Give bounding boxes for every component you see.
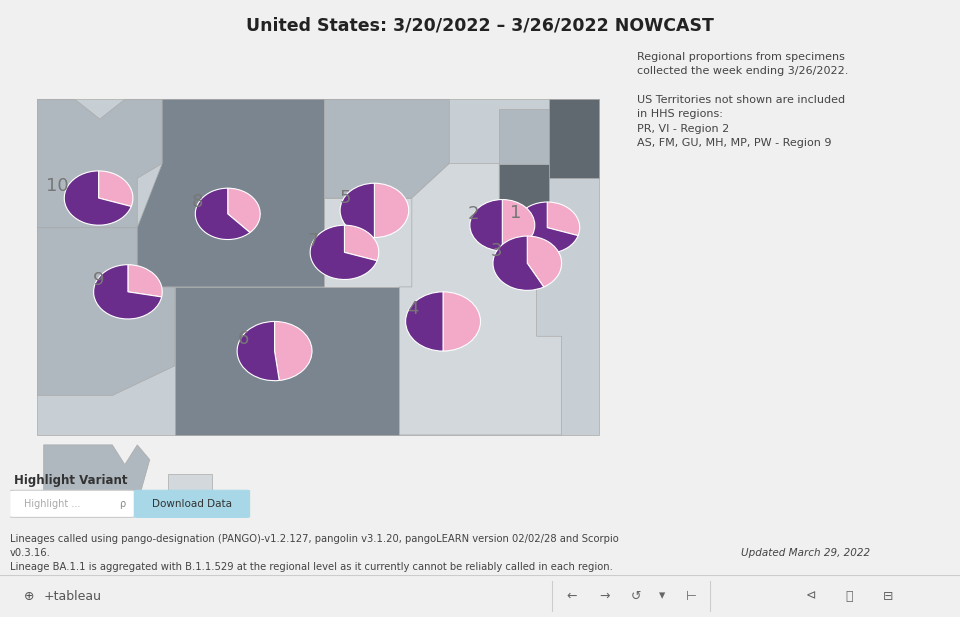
- Text: Updated March 29, 2022: Updated March 29, 2022: [741, 548, 871, 558]
- FancyBboxPatch shape: [134, 491, 250, 518]
- Text: 2: 2: [468, 205, 479, 223]
- Text: Highlight ...: Highlight ...: [24, 499, 81, 509]
- Wedge shape: [310, 225, 377, 280]
- Polygon shape: [175, 287, 399, 435]
- Text: Highlight Variant: Highlight Variant: [14, 474, 128, 487]
- Polygon shape: [44, 445, 150, 504]
- Text: ↺: ↺: [632, 589, 641, 603]
- Text: 6: 6: [238, 329, 250, 348]
- Wedge shape: [527, 236, 562, 287]
- Text: ρ: ρ: [119, 499, 126, 509]
- Wedge shape: [195, 188, 250, 239]
- Polygon shape: [324, 198, 412, 287]
- Text: 9: 9: [93, 270, 105, 289]
- Polygon shape: [37, 99, 599, 435]
- Wedge shape: [502, 199, 535, 251]
- Text: 1: 1: [511, 204, 521, 222]
- Text: ⊢: ⊢: [685, 589, 697, 603]
- Text: 4: 4: [407, 300, 419, 318]
- Wedge shape: [374, 183, 409, 238]
- Text: →: →: [600, 589, 610, 603]
- Text: Regional proportions from specimens
collected the week ending 3/26/2022.

US Ter: Regional proportions from specimens coll…: [637, 52, 849, 148]
- Text: +tableau: +tableau: [43, 589, 101, 603]
- Polygon shape: [499, 109, 549, 164]
- Polygon shape: [324, 99, 449, 198]
- Wedge shape: [340, 183, 374, 238]
- Polygon shape: [37, 228, 175, 395]
- Wedge shape: [99, 171, 132, 207]
- Polygon shape: [499, 164, 549, 247]
- Text: Lineages called using pango-designation (PANGO)-v1.2.127, pangolin v3.1.20, pang: Lineages called using pango-designation …: [10, 534, 618, 571]
- Wedge shape: [345, 225, 379, 261]
- FancyBboxPatch shape: [10, 491, 134, 518]
- Polygon shape: [399, 164, 562, 435]
- Text: 3: 3: [491, 242, 502, 260]
- Text: ᗑ: ᗑ: [846, 589, 853, 603]
- Text: United States: 3/20/2022 – 3/26/2022 NOWCAST: United States: 3/20/2022 – 3/26/2022 NOW…: [246, 16, 714, 35]
- Text: 10: 10: [46, 176, 69, 195]
- Wedge shape: [237, 321, 279, 381]
- Text: ⊕: ⊕: [24, 589, 35, 603]
- Text: ⊲: ⊲: [806, 589, 816, 603]
- Wedge shape: [275, 321, 312, 381]
- Wedge shape: [94, 265, 161, 319]
- Wedge shape: [405, 292, 443, 351]
- Wedge shape: [547, 202, 580, 236]
- Text: ←: ←: [566, 589, 576, 603]
- Wedge shape: [515, 202, 578, 254]
- Polygon shape: [549, 99, 599, 178]
- Wedge shape: [128, 265, 162, 297]
- Text: 7: 7: [308, 233, 320, 251]
- Wedge shape: [443, 292, 481, 351]
- Wedge shape: [493, 236, 543, 291]
- Text: Download Data: Download Data: [152, 499, 232, 509]
- Polygon shape: [37, 99, 162, 228]
- Text: 8: 8: [192, 193, 204, 211]
- Text: ▾: ▾: [660, 589, 665, 603]
- Wedge shape: [469, 199, 502, 251]
- Text: ⊟: ⊟: [883, 589, 893, 603]
- Polygon shape: [137, 99, 324, 287]
- Wedge shape: [228, 188, 260, 233]
- Text: 5: 5: [339, 189, 350, 207]
- Polygon shape: [169, 474, 212, 499]
- Wedge shape: [64, 171, 132, 225]
